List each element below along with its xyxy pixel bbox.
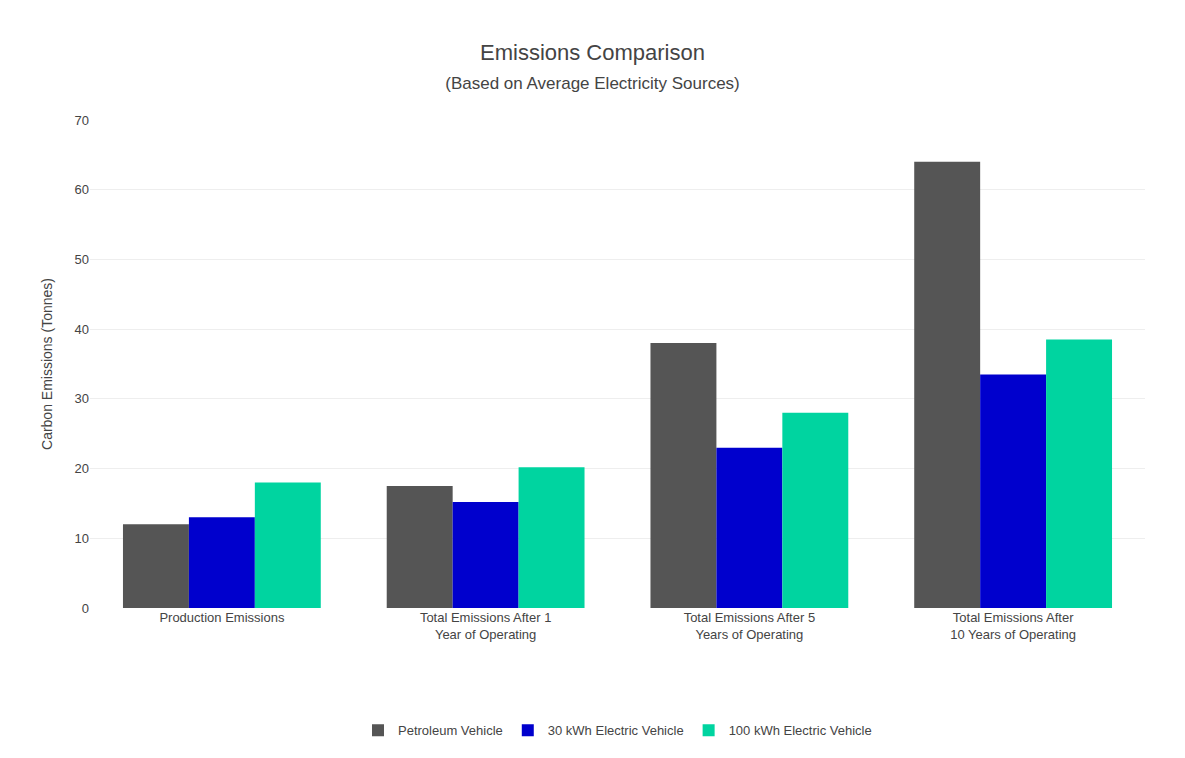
svg-text:40: 40 bbox=[75, 322, 89, 337]
svg-text:Carbon Emissions (Tonnes): Carbon Emissions (Tonnes) bbox=[39, 278, 55, 450]
svg-text:70: 70 bbox=[75, 113, 89, 128]
svg-text:Emissions Comparison(Based on: Emissions Comparison(Based on Average El… bbox=[445, 40, 740, 93]
svg-text:30 kWh Electric Vehicle: 30 kWh Electric Vehicle bbox=[548, 723, 684, 738]
svg-text:20: 20 bbox=[75, 461, 89, 476]
svg-text:Production Emissions: Production Emissions bbox=[159, 610, 284, 625]
svg-text:Total Emissions After10 Years: Total Emissions After10 Years of Operati… bbox=[950, 610, 1076, 642]
svg-text:60: 60 bbox=[75, 182, 89, 197]
svg-text:50: 50 bbox=[75, 252, 89, 267]
svg-text:10: 10 bbox=[75, 531, 89, 546]
svg-text:Total Emissions After 1Year of: Total Emissions After 1Year of Operating bbox=[420, 610, 552, 642]
svg-text:Total Emissions After 5Years o: Total Emissions After 5Years of Operatin… bbox=[684, 610, 816, 642]
svg-text:0: 0 bbox=[82, 601, 89, 616]
svg-text:100 kWh Electric Vehicle: 100 kWh Electric Vehicle bbox=[729, 723, 872, 738]
svg-text:Petroleum Vehicle: Petroleum Vehicle bbox=[398, 723, 503, 738]
svg-text:30: 30 bbox=[75, 391, 89, 406]
